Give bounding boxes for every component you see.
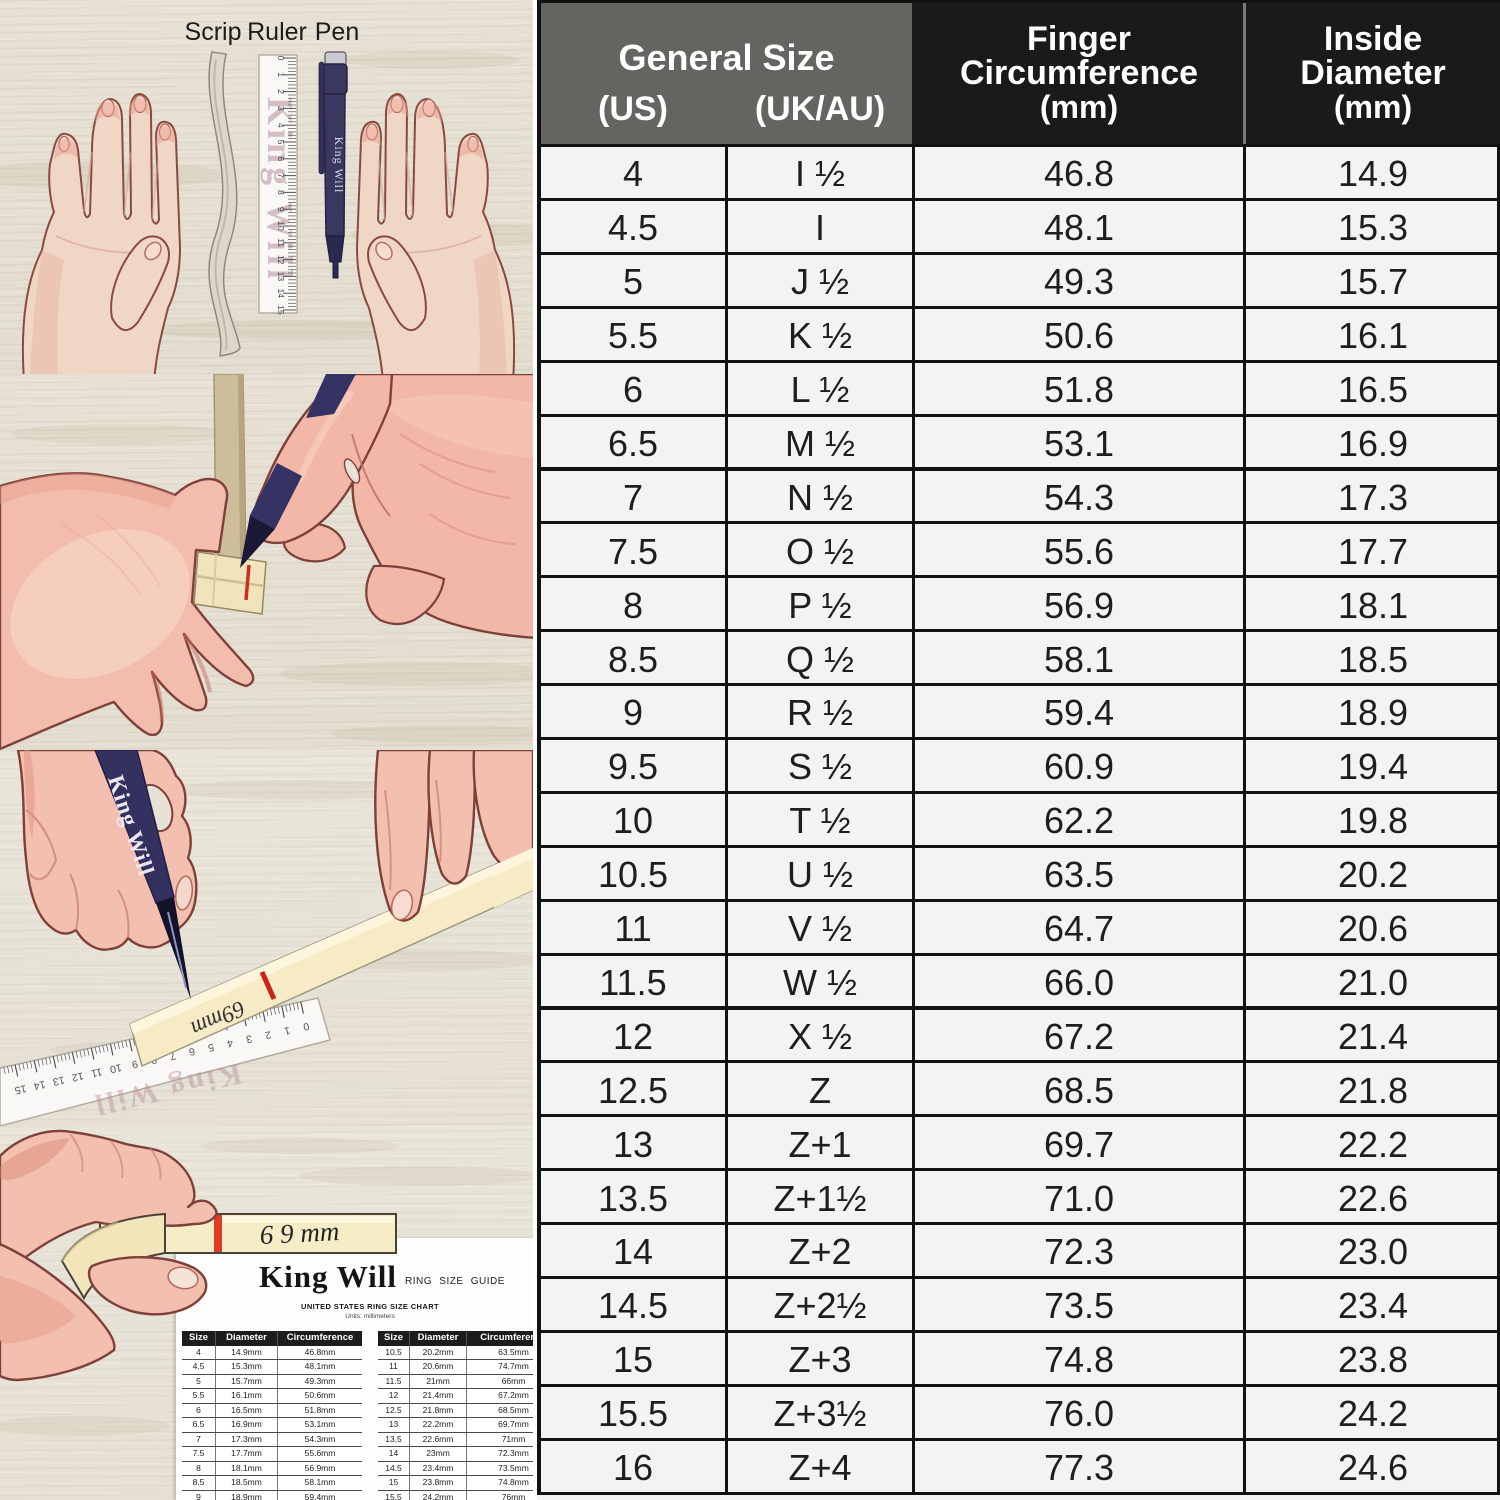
svg-text:15: 15: [13, 1082, 27, 1096]
svg-text:King Will: King Will: [332, 137, 346, 194]
svg-text:Pen: Pen: [315, 18, 359, 46]
svg-text:2: 2: [276, 89, 286, 94]
svg-text:0: 0: [276, 56, 286, 61]
svg-text:1: 1: [283, 1024, 291, 1037]
svg-text:12: 12: [70, 1069, 84, 1083]
svg-text:4: 4: [226, 1036, 234, 1049]
svg-text:12: 12: [276, 255, 286, 265]
svg-text:9: 9: [130, 1057, 138, 1070]
svg-text:15: 15: [276, 305, 286, 315]
svg-text:14: 14: [276, 288, 286, 298]
svg-text:10: 10: [109, 1061, 123, 1075]
svg-text:5: 5: [207, 1041, 215, 1054]
svg-text:7: 7: [276, 173, 286, 178]
svg-text:4: 4: [276, 123, 286, 128]
svg-text:6: 6: [188, 1045, 196, 1058]
svg-text:11: 11: [276, 238, 286, 247]
svg-text:0: 0: [302, 1020, 310, 1033]
svg-text:5: 5: [276, 140, 286, 145]
svg-text:1: 1: [276, 72, 286, 77]
svg-text:2: 2: [264, 1028, 272, 1041]
svg-text:6 9 mm: 6 9 mm: [259, 1216, 340, 1250]
svg-text:13: 13: [276, 272, 286, 282]
svg-text:Scrip: Scrip: [185, 18, 242, 46]
svg-text:6: 6: [276, 156, 286, 161]
svg-text:3: 3: [245, 1032, 253, 1045]
svg-text:King Will: King Will: [260, 97, 300, 283]
svg-text:Ruler: Ruler: [247, 18, 307, 46]
svg-text:8: 8: [276, 190, 286, 195]
svg-text:14: 14: [32, 1078, 46, 1092]
svg-text:3: 3: [276, 106, 286, 111]
svg-text:7: 7: [169, 1049, 177, 1062]
svg-text:13: 13: [51, 1074, 65, 1088]
svg-text:9: 9: [276, 207, 286, 212]
svg-text:11: 11: [90, 1065, 103, 1079]
svg-text:10: 10: [276, 221, 286, 231]
